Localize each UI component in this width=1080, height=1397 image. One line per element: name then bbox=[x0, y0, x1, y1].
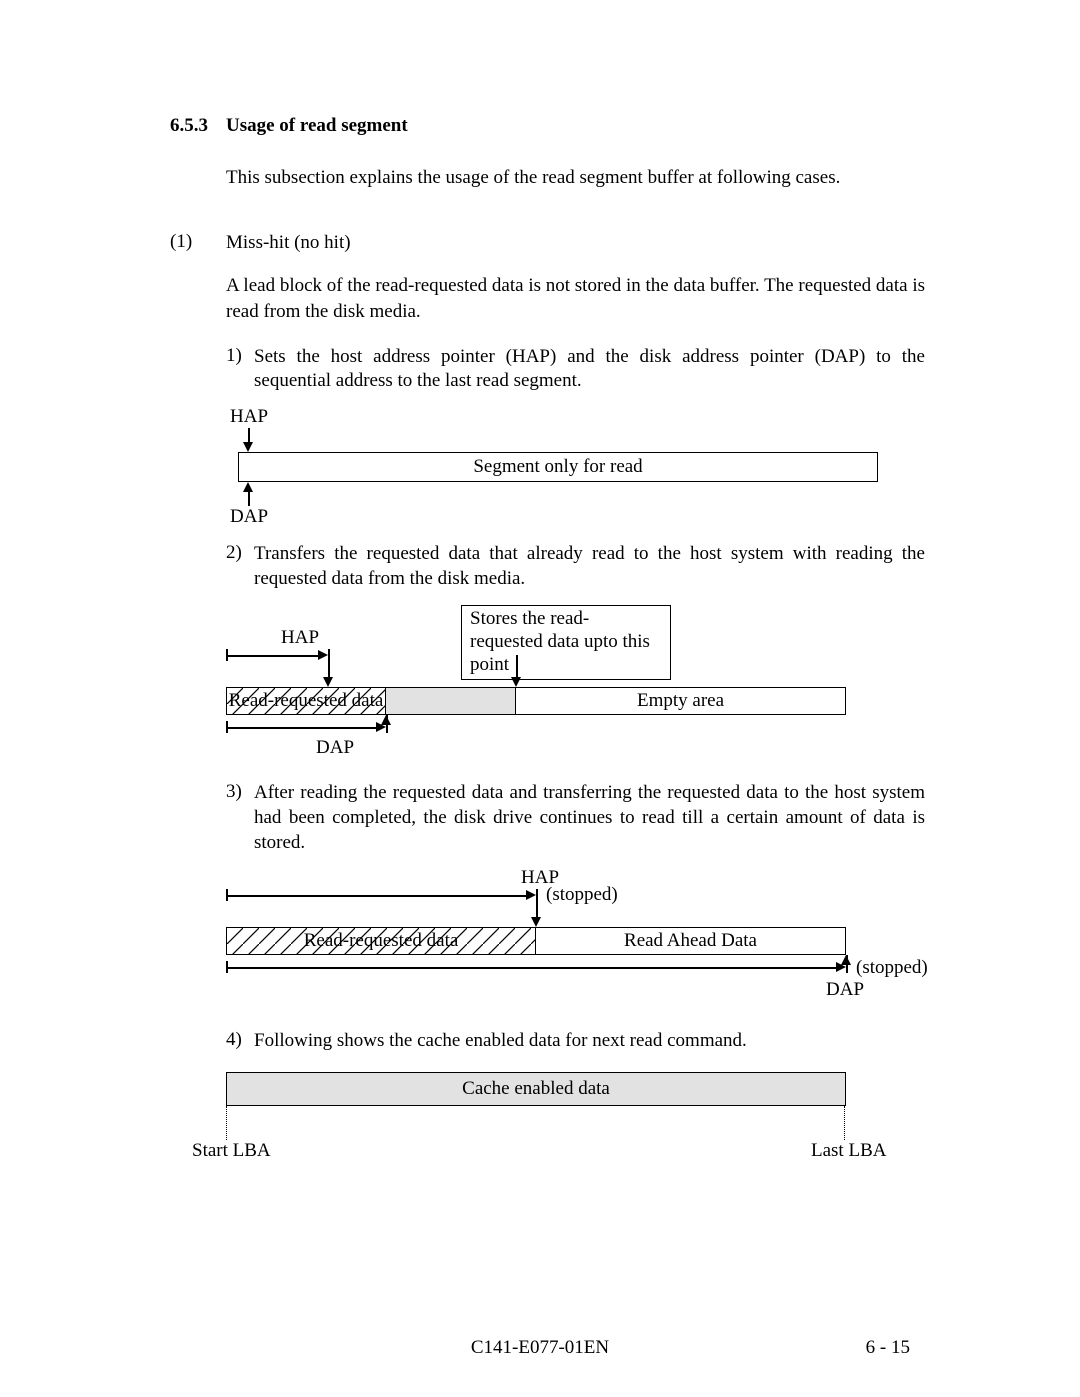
diag2-empty-text: Empty area bbox=[637, 690, 724, 712]
diag1-segment-box: Segment only for read bbox=[238, 452, 878, 482]
step-3: 3) After reading the requested data and … bbox=[226, 781, 925, 855]
diag3-readahead-text: Read Ahead Data bbox=[624, 930, 757, 952]
step-1-text: Sets the host address pointer (HAP) and … bbox=[254, 345, 925, 394]
item-1-para: A lead block of the read-requested data … bbox=[226, 273, 925, 324]
diagram-4: Cache enabled data Start LBA Last LBA bbox=[226, 1072, 925, 1182]
diag3-readreq-text: Read-requested data bbox=[304, 930, 459, 952]
step-3-text: After reading the requested data and tra… bbox=[254, 781, 925, 855]
diag1-segment-text: Segment only for read bbox=[473, 456, 642, 478]
diag1-dap-label: DAP bbox=[230, 506, 268, 528]
diag2-bar: Read-requested data Empty area bbox=[226, 687, 846, 715]
diag2-callout: Stores the read-requested data upto this… bbox=[461, 605, 671, 679]
diag2-dap-label: DAP bbox=[316, 737, 354, 759]
step-2-num: 2) bbox=[226, 542, 254, 591]
footer-docid: C141-E077-01EN bbox=[471, 1337, 609, 1359]
diagram-2: Stores the read-requested data upto this… bbox=[226, 605, 925, 775]
section-number: 6.5.3 bbox=[170, 115, 226, 137]
diagram-1: HAP Segment only for read DAP bbox=[226, 406, 925, 536]
step-4-num: 4) bbox=[226, 1029, 254, 1054]
diag3-dap-label: DAP bbox=[826, 979, 864, 1001]
section-heading: 6.5.3 Usage of read segment bbox=[170, 115, 925, 137]
diag3-stopped-bot: (stopped) bbox=[856, 957, 928, 979]
step-4-text: Following shows the cache enabled data f… bbox=[254, 1029, 925, 1054]
diag2-readreq-text: Read-requested data bbox=[229, 690, 384, 712]
diag4-startlba: Start LBA bbox=[192, 1140, 271, 1162]
diag1-hap-label: HAP bbox=[230, 406, 268, 428]
page: 6.5.3 Usage of read segment This subsect… bbox=[0, 0, 1080, 1397]
step-2: 2) Transfers the requested data that alr… bbox=[226, 542, 925, 591]
step-2-text: Transfers the requested data that alread… bbox=[254, 542, 925, 591]
diag2-hap-label: HAP bbox=[281, 627, 319, 649]
diag3-stopped-top: (stopped) bbox=[546, 884, 618, 906]
item-1: (1) Miss-hit (no hit) bbox=[170, 231, 925, 256]
item-1-num: (1) bbox=[170, 231, 226, 256]
step-3-num: 3) bbox=[226, 781, 254, 855]
step-1: 1) Sets the host address pointer (HAP) a… bbox=[226, 345, 925, 394]
diag2-callout-text: Stores the read-requested data upto this… bbox=[470, 608, 650, 675]
step-4: 4) Following shows the cache enabled dat… bbox=[226, 1029, 925, 1054]
section-title: Usage of read segment bbox=[226, 115, 925, 137]
footer-pagenum: 6 - 15 bbox=[866, 1337, 910, 1359]
diagram-3: HAP (stopped) Read-requested data Read A… bbox=[226, 867, 925, 1027]
diag4-box: Cache enabled data bbox=[226, 1072, 846, 1106]
diag3-bar: Read-requested data Read Ahead Data bbox=[226, 927, 846, 955]
step-1-num: 1) bbox=[226, 345, 254, 394]
item-1-title: Miss-hit (no hit) bbox=[226, 231, 925, 256]
diag4-cache-text: Cache enabled data bbox=[462, 1078, 610, 1100]
intro-text: This subsection explains the usage of th… bbox=[226, 165, 925, 191]
diag4-lastlba: Last LBA bbox=[811, 1140, 886, 1162]
